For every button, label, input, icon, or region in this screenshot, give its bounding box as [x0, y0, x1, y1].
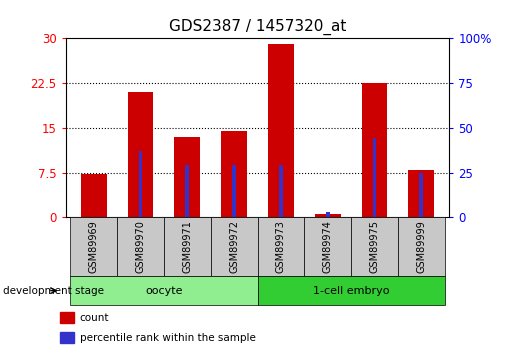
- Bar: [139, 151, 142, 217]
- Text: GSM89975: GSM89975: [370, 220, 380, 273]
- Bar: [305, 217, 351, 276]
- Bar: [211, 217, 258, 276]
- Bar: [258, 276, 445, 305]
- Bar: [70, 276, 258, 305]
- Bar: [128, 92, 154, 217]
- Text: GSM89969: GSM89969: [89, 220, 99, 273]
- Bar: [398, 217, 445, 276]
- Text: GSM89973: GSM89973: [276, 220, 286, 273]
- Bar: [185, 165, 189, 217]
- Title: GDS2387 / 1457320_at: GDS2387 / 1457320_at: [169, 19, 346, 35]
- Text: count: count: [80, 313, 109, 323]
- Bar: [279, 165, 283, 217]
- Bar: [60, 332, 74, 344]
- Bar: [420, 172, 423, 217]
- Text: GSM89999: GSM89999: [416, 220, 426, 273]
- Text: GSM89972: GSM89972: [229, 220, 239, 273]
- Bar: [409, 169, 434, 217]
- Text: GSM89970: GSM89970: [135, 220, 145, 273]
- Bar: [232, 165, 236, 217]
- Bar: [174, 137, 200, 217]
- Bar: [373, 138, 376, 217]
- Bar: [221, 131, 247, 217]
- Text: oocyte: oocyte: [145, 286, 183, 296]
- Text: GSM89971: GSM89971: [182, 220, 192, 273]
- Text: GSM89974: GSM89974: [323, 220, 333, 273]
- Bar: [315, 214, 341, 217]
- Bar: [351, 217, 398, 276]
- Bar: [258, 217, 305, 276]
- Bar: [362, 83, 387, 217]
- Bar: [60, 312, 74, 323]
- Text: percentile rank within the sample: percentile rank within the sample: [80, 333, 256, 343]
- Bar: [164, 217, 211, 276]
- Text: development stage: development stage: [3, 286, 104, 296]
- Bar: [81, 174, 107, 217]
- Bar: [268, 44, 294, 217]
- Text: 1-cell embryo: 1-cell embryo: [313, 286, 389, 296]
- Bar: [117, 217, 164, 276]
- Bar: [326, 212, 330, 217]
- Bar: [70, 217, 117, 276]
